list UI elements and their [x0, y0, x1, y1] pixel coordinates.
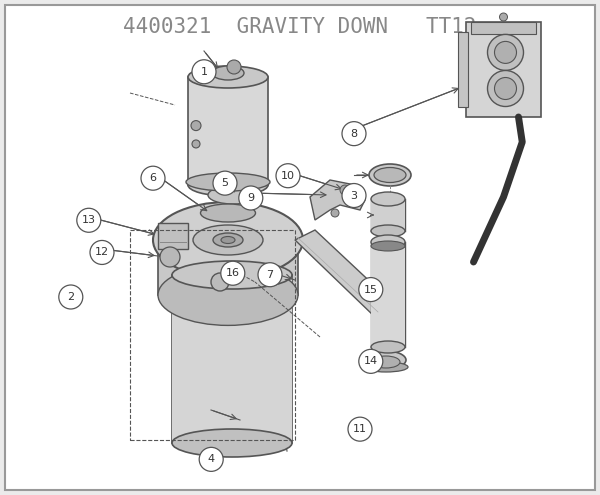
Text: 5: 5: [221, 178, 229, 188]
Bar: [458, 32, 468, 107]
Ellipse shape: [366, 351, 406, 369]
Text: 16: 16: [226, 268, 240, 278]
Text: 1: 1: [200, 67, 208, 77]
Ellipse shape: [371, 341, 405, 353]
Circle shape: [239, 186, 263, 210]
Ellipse shape: [364, 362, 408, 372]
Bar: [371, 242, 405, 347]
Circle shape: [191, 121, 201, 131]
Ellipse shape: [371, 225, 405, 237]
Bar: [158, 240, 298, 295]
Bar: [188, 77, 268, 185]
Text: 2: 2: [67, 292, 74, 302]
Circle shape: [331, 209, 339, 217]
Text: 14: 14: [364, 356, 378, 366]
Text: 4400321  GRAVITY DOWN   TT12: 4400321 GRAVITY DOWN TT12: [123, 17, 477, 37]
Circle shape: [340, 185, 350, 195]
Ellipse shape: [188, 66, 268, 88]
Bar: [130, 230, 295, 440]
Bar: [471, 22, 536, 34]
Circle shape: [141, 166, 165, 190]
Ellipse shape: [158, 265, 298, 325]
Text: 3: 3: [350, 191, 358, 200]
Circle shape: [359, 349, 383, 373]
Ellipse shape: [172, 261, 292, 289]
Ellipse shape: [213, 233, 243, 247]
Circle shape: [199, 447, 223, 471]
Ellipse shape: [371, 192, 405, 206]
Circle shape: [351, 199, 359, 207]
Circle shape: [494, 42, 517, 63]
Circle shape: [227, 60, 241, 74]
Ellipse shape: [369, 164, 411, 186]
Ellipse shape: [371, 241, 405, 251]
Ellipse shape: [186, 173, 270, 191]
Bar: [466, 22, 541, 117]
Polygon shape: [295, 230, 395, 317]
Circle shape: [192, 140, 200, 148]
Circle shape: [258, 263, 282, 287]
Text: 13: 13: [82, 215, 96, 225]
Circle shape: [276, 164, 300, 188]
Circle shape: [348, 417, 372, 441]
Text: 9: 9: [247, 193, 254, 203]
Circle shape: [499, 13, 508, 21]
Text: 11: 11: [353, 424, 367, 434]
Circle shape: [494, 78, 517, 99]
Ellipse shape: [200, 204, 256, 222]
Ellipse shape: [221, 237, 235, 244]
Text: 4: 4: [208, 454, 215, 464]
Polygon shape: [310, 180, 365, 220]
Ellipse shape: [374, 167, 406, 183]
Text: 8: 8: [350, 129, 358, 139]
Ellipse shape: [372, 356, 400, 368]
Circle shape: [221, 261, 245, 285]
Circle shape: [213, 171, 237, 195]
Circle shape: [77, 208, 101, 232]
Circle shape: [211, 273, 229, 291]
Circle shape: [90, 241, 114, 264]
Text: 7: 7: [266, 270, 274, 280]
Text: 10: 10: [281, 171, 295, 181]
Ellipse shape: [212, 66, 244, 80]
Text: 6: 6: [149, 173, 157, 183]
Ellipse shape: [371, 235, 405, 249]
Circle shape: [192, 60, 216, 84]
Bar: [371, 199, 405, 231]
Ellipse shape: [153, 202, 303, 278]
Ellipse shape: [193, 225, 263, 255]
Circle shape: [342, 122, 366, 146]
Ellipse shape: [188, 174, 268, 196]
Text: 12: 12: [95, 248, 109, 257]
Ellipse shape: [172, 429, 292, 457]
Circle shape: [342, 184, 366, 207]
Text: 15: 15: [364, 285, 378, 295]
Circle shape: [487, 34, 523, 70]
Circle shape: [359, 278, 383, 301]
Circle shape: [59, 285, 83, 309]
Circle shape: [487, 70, 523, 106]
Circle shape: [160, 247, 180, 267]
Bar: [158, 223, 188, 249]
Ellipse shape: [208, 186, 258, 204]
Bar: [172, 275, 292, 443]
